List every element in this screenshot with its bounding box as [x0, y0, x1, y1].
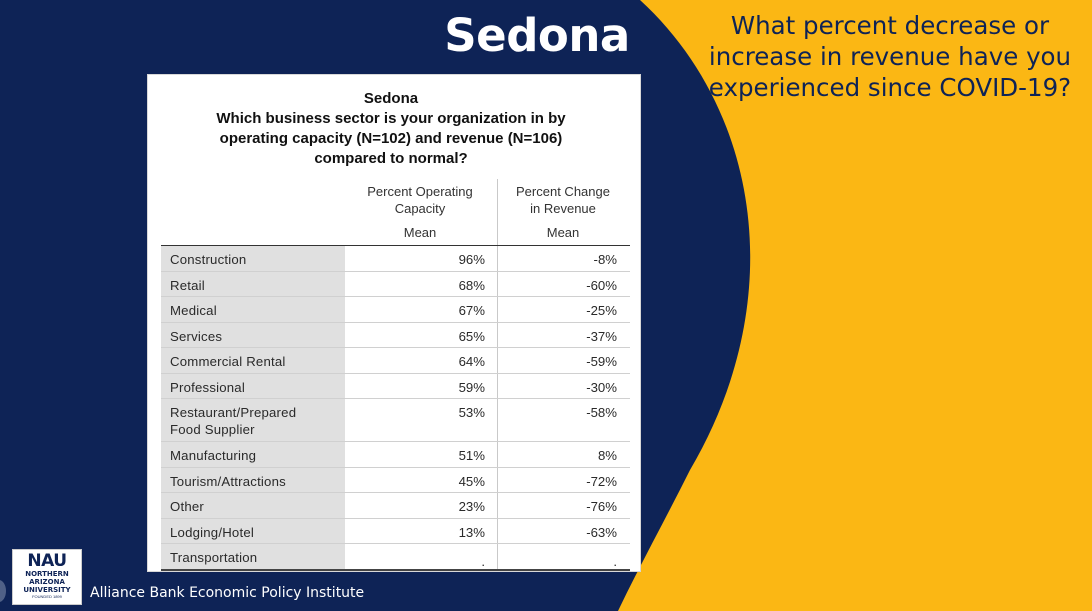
column-header-line: Percent Change: [516, 184, 610, 199]
survey-question: What percent decrease or increase in rev…: [708, 11, 1072, 102]
table-title-line: Sedona: [363, 90, 419, 107]
operating-capacity-cell: 51%: [458, 448, 485, 463]
operating-capacity-cell: 65%: [458, 328, 485, 344]
operating-capacity-cell: 23%: [458, 499, 485, 514]
table-row: Services 65% -37%: [161, 322, 630, 348]
revenue-change-cell: -60%: [497, 271, 630, 296]
results-table-panel: Sedona Which business sector is your org…: [147, 74, 641, 572]
operating-capacity-cell: 67%: [458, 303, 485, 318]
row-category: Medical: [161, 297, 345, 322]
table-body: Construction 96% -8% Retail 68% -60% Med…: [161, 246, 630, 570]
table-row: Manufacturing 51% 8%: [161, 442, 630, 468]
row-category: Restaurant/Prepared Food Supplier: [161, 399, 345, 441]
logo-founded: FOUNDED 1899: [32, 594, 62, 599]
column-stat-label: Mean: [403, 225, 437, 240]
revenue-change-cell: -72%: [497, 467, 630, 492]
revenue-change-cell: .: [497, 544, 630, 570]
row-category: Other: [161, 493, 345, 518]
header-divider: [497, 179, 498, 245]
column-header-revenue-change: Percent Change in Revenue: [497, 183, 629, 217]
column-header-line: in Revenue: [530, 201, 596, 216]
row-category-line: Services: [170, 328, 223, 344]
row-category: Tourism/Attractions: [161, 467, 345, 492]
table-title-line: operating capacity (N=102) and revenue (…: [219, 130, 563, 147]
table-row: Professional 59% -30%: [161, 373, 630, 399]
row-category: Retail: [161, 271, 345, 296]
table-title-line: Which business sector is your organizati…: [216, 110, 566, 127]
logo-mark: NAU: [27, 551, 67, 571]
revenue-change-cell: -30%: [497, 373, 630, 398]
operating-capacity-cell: 59%: [458, 379, 485, 395]
table-row: Lodging/Hotel 13% -63%: [161, 518, 630, 544]
slide-title: Sedona: [444, 9, 630, 62]
revenue-change-cell: -8%: [497, 246, 630, 271]
row-category: Professional: [161, 373, 345, 398]
row-category: Construction: [161, 246, 345, 271]
table-bottom-rule: [161, 569, 630, 571]
row-category-line: Manufacturing: [170, 448, 257, 463]
row-category: Transportation: [161, 544, 345, 570]
row-category-line: Professional: [170, 379, 245, 395]
table-row: Transportation . .: [161, 544, 630, 570]
column-stat-label: Mean: [546, 225, 580, 240]
revenue-change-cell: -76%: [497, 493, 630, 518]
column-header-line: Percent Operating: [367, 184, 473, 199]
revenue-change-cell: -25%: [497, 297, 630, 322]
logo-subtitle-line: UNIVERSITY: [23, 586, 71, 594]
header-rule: [161, 245, 630, 246]
table-row: Construction 96% -8%: [161, 246, 630, 272]
column-header-line: Capacity: [394, 201, 446, 216]
operating-capacity-cell: 53%: [458, 405, 485, 420]
table-title-line: compared to normal?: [314, 150, 468, 167]
row-category-line: Commercial Rental: [170, 354, 286, 369]
row-category-line: Construction: [170, 252, 247, 267]
table-row: Retail 68% -60%: [161, 271, 630, 297]
table-row: Medical 67% -25%: [161, 297, 630, 323]
operating-capacity-cell: 13%: [458, 524, 485, 540]
table-row: Other 23% -76%: [161, 493, 630, 519]
row-category-line: Transportation: [170, 550, 258, 565]
table-row: Restaurant/Prepared Food Supplier 53% -5…: [161, 399, 630, 442]
revenue-change-cell: -37%: [497, 322, 630, 347]
table-row: Commercial Rental 64% -59%: [161, 348, 630, 374]
revenue-change-cell: -59%: [497, 348, 630, 373]
operating-capacity-cell: 96%: [458, 252, 485, 267]
logo-subtitle-line: NORTHERN: [25, 570, 69, 578]
row-category: Manufacturing: [161, 442, 345, 467]
revenue-change-cell: -58%: [497, 399, 630, 441]
row-category-line: Lodging/Hotel: [170, 524, 254, 540]
row-category-line: Tourism/Attractions: [170, 473, 286, 489]
operating-capacity-cell: 68%: [458, 277, 485, 293]
revenue-change-cell: 8%: [497, 442, 630, 467]
row-category-line: Retail: [170, 277, 205, 293]
row-category: Lodging/Hotel: [161, 518, 345, 543]
revenue-change-cell: -63%: [497, 518, 630, 543]
row-category: Services: [161, 322, 345, 347]
row-category-line: Food Supplier: [170, 422, 255, 437]
institute-name: Alliance Bank Economic Policy Institute: [90, 585, 365, 601]
operating-capacity-cell: .: [481, 554, 485, 569]
operating-capacity-cell: 64%: [458, 354, 485, 369]
column-header-operating-capacity: Percent Operating Capacity: [348, 183, 492, 217]
slide-nav-icon: [0, 580, 6, 602]
gold-wedge-shape: [618, 0, 1092, 611]
row-category: Commercial Rental: [161, 348, 345, 373]
row-category-line: Restaurant/Prepared: [170, 405, 297, 420]
nau-logo: NAU NORTHERN ARIZONA UNIVERSITY FOUNDED …: [12, 549, 82, 605]
row-category-line: Other: [170, 499, 204, 514]
logo-subtitle-line: ARIZONA: [29, 578, 65, 586]
operating-capacity-cell: 45%: [458, 473, 485, 489]
table-row: Tourism/Attractions 45% -72%: [161, 467, 630, 493]
row-category-line: Medical: [170, 303, 217, 318]
table-title: Sedona Which business sector is your org…: [148, 89, 634, 169]
